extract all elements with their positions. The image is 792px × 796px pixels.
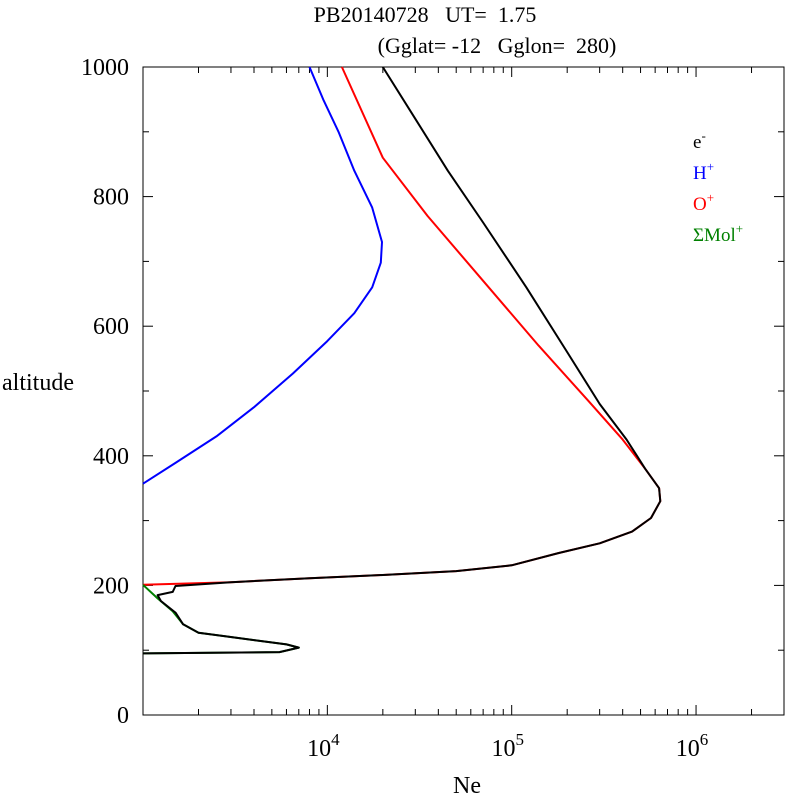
legend: e- H+ O+ ΣMol+ [693,128,743,246]
axis-ticks [143,66,784,716]
series-line [142,66,662,586]
plot-frame [142,66,785,716]
y-axis-label: altitude [2,370,74,396]
y-tick-label: 1000 [81,55,129,81]
legend-entry: H+ [693,159,714,184]
series-line [142,66,383,485]
y-tick-label: 400 [93,444,129,470]
chart-subtitle: (Gglat= -12 Gglon= 280) [378,33,617,58]
series-lines [142,66,662,655]
y-tick-label: 0 [117,703,129,729]
x-tick-label: 104 [307,730,340,762]
x-axis-label: Ne [453,773,481,796]
y-tick-labels: 0 200 400 600 800 1000 [81,55,129,729]
x-tick-label: 105 [491,730,524,762]
chart-title: PB20140728 UT= 1.75 [314,2,537,27]
x-tick-label: 106 [676,730,709,762]
x-tick-labels: 104 105 106 [307,730,708,762]
legend-entry: e- [693,128,706,153]
y-tick-label: 800 [93,185,129,211]
y-tick-label: 600 [93,314,129,340]
y-tick-label: 200 [93,573,129,599]
legend-entry: ΣMol+ [693,221,743,246]
series-line [142,66,662,655]
legend-entry: O+ [693,190,714,215]
